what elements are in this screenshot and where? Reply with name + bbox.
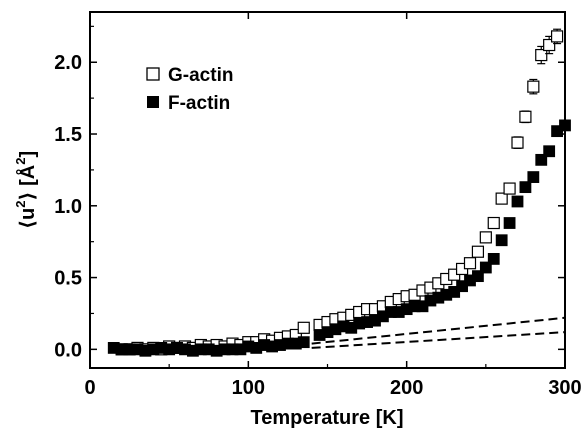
data-point-g-actin [519, 110, 532, 123]
y-tick-label: 2.0 [54, 52, 82, 74]
data-point-f-actin [297, 336, 310, 349]
y-label-mid: ⟩ [Å [15, 165, 39, 201]
data-point-f-actin [527, 171, 540, 183]
y-label-exp-1: 2 [13, 201, 28, 208]
y-label-exp-2: 2 [13, 158, 28, 165]
data-point-g-actin [297, 321, 310, 334]
y-tick-label: 0.0 [54, 339, 82, 361]
y-label-suffix: ] [17, 151, 39, 158]
dashed-fit-line [311, 331, 566, 349]
x-axis-ticks: 0 100 200 300 [84, 12, 582, 399]
data-point-f-actin [535, 153, 548, 166]
y-tick-label: 1.5 [54, 124, 82, 146]
data-point-f-actin [543, 145, 556, 158]
data-point-f-actin [495, 234, 508, 247]
x-tick-label: 0 [84, 377, 95, 399]
x-tick-label: 200 [390, 377, 423, 399]
data-point-g-actin [479, 231, 492, 244]
plot-frame [89, 11, 566, 369]
dashed-fit-line [311, 316, 566, 345]
data-point-f-actin [519, 181, 532, 194]
legend-label-f-actin: F-actin [168, 93, 230, 114]
data-point-g-actin [511, 136, 524, 149]
data-point-g-actin [503, 182, 516, 195]
data-point-g-actin [471, 245, 485, 258]
x-axis-label: Temperature [K] [251, 407, 404, 428]
data-point-f-actin [472, 270, 484, 283]
data-point-g-actin [550, 30, 564, 43]
y-tick-label: 0.5 [54, 268, 82, 290]
data-point-g-actin [463, 257, 477, 270]
y-axis-label: ⟨u2⟩ [Å2] [13, 151, 39, 229]
y-tick-label: 1.0 [54, 196, 82, 218]
x-tick-label: 300 [548, 377, 581, 399]
data-point-g-actin [535, 48, 548, 62]
legend: G-actin F-actin [146, 65, 233, 114]
data-point-g-actin [495, 192, 508, 205]
dashed-lines [311, 316, 566, 349]
data-point-g-actin [527, 80, 540, 93]
legend-label-g-actin: G-actin [168, 65, 233, 86]
data-point-g-actin [543, 38, 556, 52]
legend-marker-g-actin [146, 67, 160, 81]
data-point-g-actin [487, 216, 500, 230]
data-point-f-actin [503, 217, 516, 229]
y-axis-ticks: 0.0 0.5 1.0 1.5 2.0 [54, 25, 565, 361]
x-tick-label: 100 [232, 377, 265, 399]
y-label-prefix: ⟨u [17, 208, 39, 229]
data-point-f-actin [511, 195, 524, 208]
series-f-actin [107, 119, 571, 357]
legend-marker-f-actin [147, 96, 159, 108]
data-point-f-actin [479, 261, 492, 274]
data-point-f-actin [487, 253, 500, 265]
